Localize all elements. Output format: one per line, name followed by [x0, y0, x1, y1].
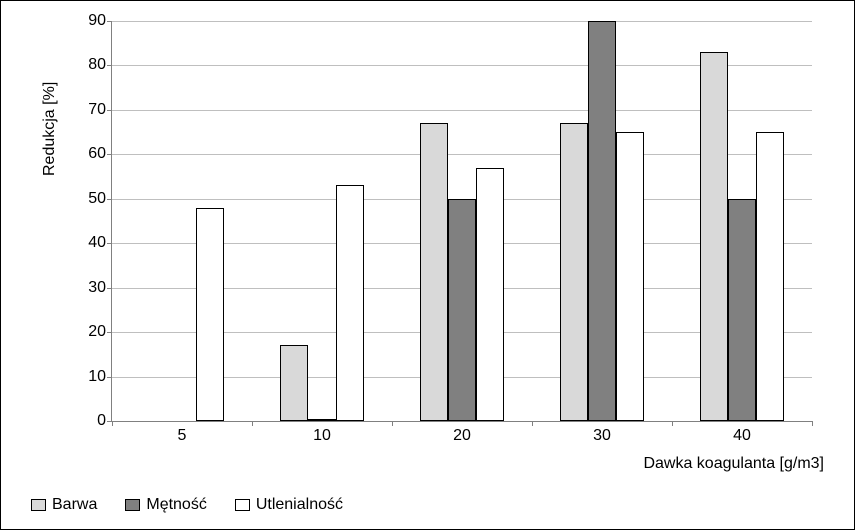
y-tick-label: 70: [88, 101, 112, 119]
y-tick-label: 0: [97, 412, 112, 430]
x-tick-mark: [392, 421, 393, 426]
x-tick-mark: [532, 421, 533, 426]
bar: [280, 345, 308, 421]
y-tick-label: 50: [88, 190, 112, 208]
legend: Barwa Mętność Utlenialność: [31, 496, 343, 514]
x-tick-mark: [252, 421, 253, 426]
legend-item: Utlenialność: [235, 496, 343, 514]
bar: [448, 199, 476, 421]
y-tick-label: 60: [88, 145, 112, 163]
legend-label: Utlenialność: [256, 496, 343, 514]
x-tick-label: 5: [178, 421, 187, 445]
bar: [196, 208, 224, 421]
bar: [728, 199, 756, 421]
plot-area: 0102030405060708090510203040: [111, 21, 812, 422]
x-axis-title: Dawka koagulanta [g/m3]: [643, 455, 824, 473]
legend-swatch: [235, 499, 250, 511]
bar: [616, 132, 644, 421]
y-tick-label: 90: [88, 12, 112, 30]
bar: [700, 52, 728, 421]
y-tick-label: 40: [88, 234, 112, 252]
y-tick-label: 20: [88, 323, 112, 341]
bar: [336, 185, 364, 421]
bar: [560, 123, 588, 421]
x-tick-label: 40: [733, 421, 751, 445]
y-axis-title: Redukcja [%]: [41, 82, 59, 176]
y-tick-label: 80: [88, 56, 112, 74]
legend-label: Mętność: [146, 496, 206, 514]
gridline: [112, 21, 812, 22]
x-tick-mark: [812, 421, 813, 426]
bar: [420, 123, 448, 421]
legend-item: Mętność: [125, 496, 206, 514]
x-tick-label: 10: [313, 421, 331, 445]
x-tick-label: 30: [593, 421, 611, 445]
y-tick-label: 10: [88, 368, 112, 386]
x-tick-mark: [672, 421, 673, 426]
chart-frame: 0102030405060708090510203040 Redukcja [%…: [0, 0, 855, 530]
bar: [588, 21, 616, 421]
legend-swatch: [125, 499, 140, 511]
bar: [756, 132, 784, 421]
legend-item: Barwa: [31, 496, 97, 514]
x-tick-label: 20: [453, 421, 471, 445]
legend-label: Barwa: [52, 496, 97, 514]
bar: [308, 419, 336, 421]
x-tick-mark: [112, 421, 113, 426]
y-tick-label: 30: [88, 279, 112, 297]
bar: [476, 168, 504, 421]
legend-swatch: [31, 499, 46, 511]
